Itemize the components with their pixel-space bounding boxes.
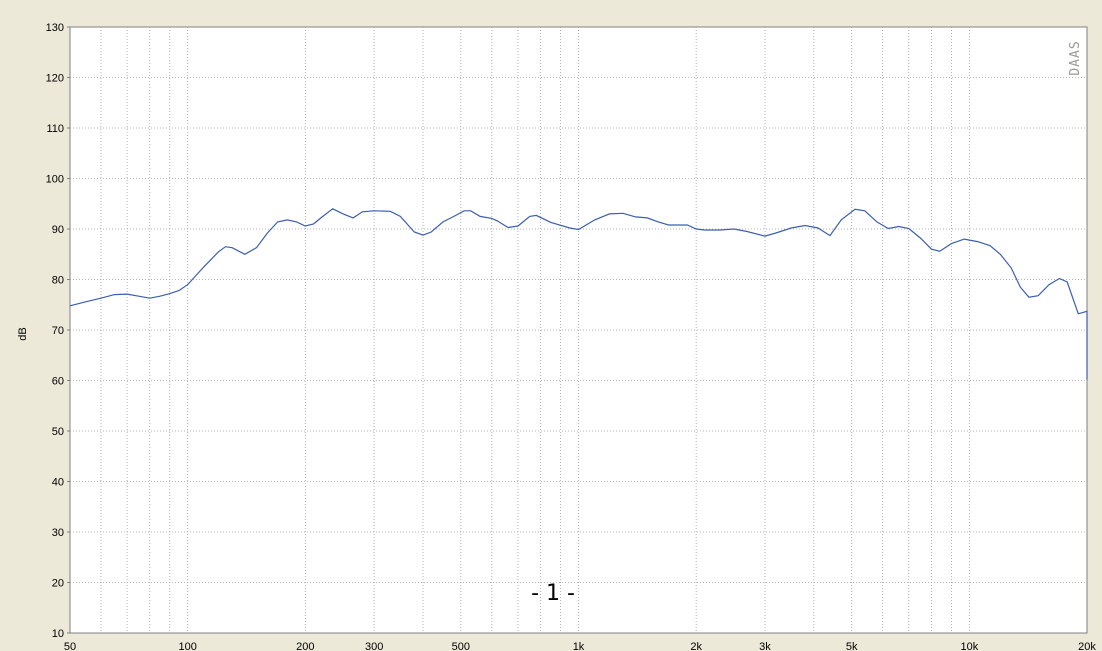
x-tick-label: 50 <box>64 641 76 651</box>
x-tick-label: 10k <box>960 641 978 651</box>
x-tick-label: 300 <box>365 641 383 651</box>
y-axis-ticks: 10 20 30 40 50 60 70 80 90 100 110 120 130 <box>46 22 70 640</box>
y-tick-label: 80 <box>52 275 64 287</box>
page-number-annotation: - 1 - <box>531 581 575 606</box>
y-tick-label: 20 <box>52 578 64 590</box>
y-tick-label: 10 <box>52 628 64 640</box>
daas-watermark: DAAS <box>1068 40 1083 75</box>
x-tick-label: 500 <box>452 641 470 651</box>
x-tick-label: 200 <box>296 641 314 651</box>
y-tick-label: 100 <box>46 174 64 186</box>
y-tick-label: 130 <box>46 22 64 34</box>
grid <box>70 27 1087 633</box>
x-axis-ticks: 50 100 200 300 500 1k 2k 3k 5k 10k 20k <box>64 641 1096 651</box>
x-tick-label: 2k <box>690 641 702 651</box>
y-tick-label: 60 <box>52 376 64 388</box>
x-tick-label: 5k <box>846 641 858 651</box>
x-tick-label: 100 <box>178 641 196 651</box>
y-tick-label: 120 <box>46 73 64 85</box>
y-tick-label: 70 <box>52 325 64 337</box>
x-tick-label: 1k <box>573 641 585 651</box>
y-tick-label: 90 <box>52 224 64 236</box>
x-tick-label: 20k <box>1078 641 1096 651</box>
y-tick-label: 30 <box>52 527 64 539</box>
y-tick-label: 40 <box>52 477 64 489</box>
y-tick-label: 110 <box>46 123 64 135</box>
x-tick-label: 3k <box>759 641 771 651</box>
y-tick-label: 50 <box>52 426 64 438</box>
series-line <box>69 208 1088 380</box>
y-axis-label: dB <box>17 327 29 340</box>
